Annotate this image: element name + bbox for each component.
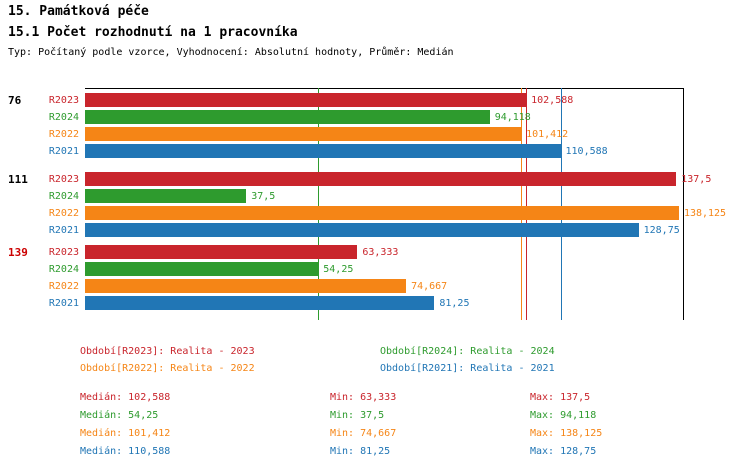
bar-chart: 76 R2023 102,588 R2024 94,118 R2022 101,412 R20… <box>0 86 750 338</box>
bar-r2024 <box>85 189 247 203</box>
bar-value-label: 138,125 <box>683 208 727 219</box>
stats-summary: Medián: 102,588 Min: 63,333 Max: 137,5 M… <box>0 386 750 470</box>
bar-series-label: R2023 <box>48 95 79 106</box>
reference-line-median-r2023 <box>526 88 528 320</box>
bar-value-label: 54,25 <box>323 264 354 275</box>
bar-value-label: 94,118 <box>494 112 531 123</box>
bar-value-label: 128,75 <box>643 225 680 236</box>
stat-max-r2023: Max: 137,5 <box>530 392 591 403</box>
chart-title: 15.1 Počet rozhodnutí na 1 pracovníka <box>8 25 298 40</box>
bar-r2023 <box>85 93 527 107</box>
stat-median-r2024: Medián: 54,25 <box>80 410 159 421</box>
bar-value-label: 137,5 <box>681 174 712 185</box>
bar-series-label: R2024 <box>48 112 79 123</box>
bar-value-label: 110,588 <box>565 146 608 157</box>
reference-line-median-r2024 <box>318 88 320 320</box>
bar-r2022 <box>85 206 679 220</box>
x-axis-line <box>85 88 683 89</box>
bar-series-label: R2021 <box>48 225 79 236</box>
group-label: 139 <box>8 246 28 259</box>
chart-meta: Typ: Počítaný podle vzorce, Vyhodnocení:… <box>8 47 454 58</box>
bar-r2023 <box>85 172 677 186</box>
bar-r2021 <box>85 296 435 310</box>
stat-max-r2022: Max: 138,125 <box>530 428 603 439</box>
bar-value-label: 37,5 <box>251 191 276 202</box>
bar-series-label: R2023 <box>48 174 79 185</box>
bar-series-label: R2022 <box>48 281 79 292</box>
bar-value-label: 81,25 <box>439 298 470 309</box>
stat-median-r2021: Medián: 110,588 <box>80 446 171 457</box>
bar-r2022 <box>85 127 522 141</box>
bar-series-label: R2023 <box>48 247 79 258</box>
bar-series-label: R2024 <box>48 191 79 202</box>
stat-median-r2022: Medián: 101,412 <box>80 428 171 439</box>
bar-r2023 <box>85 245 358 259</box>
bar-series-label: R2022 <box>48 129 79 140</box>
bar-r2022 <box>85 279 407 293</box>
stat-min-r2021: Min: 81,25 <box>330 446 391 457</box>
legend: Období[R2023]: Realita - 2023 Období[R20… <box>0 340 750 380</box>
bar-series-label: R2021 <box>48 146 79 157</box>
bar-r2021 <box>85 144 561 158</box>
page-title: 15. Památková péče <box>8 4 149 19</box>
bar-value-label: 101,412 <box>526 129 569 140</box>
stat-min-r2024: Min: 37,5 <box>330 410 385 421</box>
stat-min-r2023: Min: 63,333 <box>330 392 397 403</box>
stat-max-r2021: Max: 128,75 <box>530 446 597 457</box>
stat-min-r2022: Min: 74,667 <box>330 428 397 439</box>
report-header: 15. Památková péče 15.1 Počet rozhodnutí… <box>8 4 454 58</box>
reference-line-axis-end <box>682 88 684 320</box>
stat-max-r2024: Max: 94,118 <box>530 410 597 421</box>
legend-item-r2024: Období[R2024]: Realita - 2024 <box>380 346 555 357</box>
bar-r2024 <box>85 110 490 124</box>
legend-item-r2022: Období[R2022]: Realita - 2022 <box>80 363 255 374</box>
reference-line-median-r2022 <box>521 88 523 320</box>
group-label: 111 <box>8 173 28 186</box>
legend-item-r2021: Období[R2021]: Realita - 2021 <box>380 363 555 374</box>
reference-line-median-r2021 <box>560 88 562 320</box>
bar-value-label: 102,588 <box>531 95 574 106</box>
bar-value-label: 74,667 <box>411 281 448 292</box>
legend-item-r2023: Období[R2023]: Realita - 2023 <box>80 346 255 357</box>
bar-series-label: R2024 <box>48 264 79 275</box>
bar-r2021 <box>85 223 639 237</box>
stat-median-r2023: Medián: 102,588 <box>80 392 171 403</box>
bar-series-label: R2021 <box>48 298 79 309</box>
group-label: 76 <box>8 94 22 107</box>
bar-r2024 <box>85 262 319 276</box>
bar-value-label: 63,333 <box>362 247 399 258</box>
bar-series-label: R2022 <box>48 208 79 219</box>
